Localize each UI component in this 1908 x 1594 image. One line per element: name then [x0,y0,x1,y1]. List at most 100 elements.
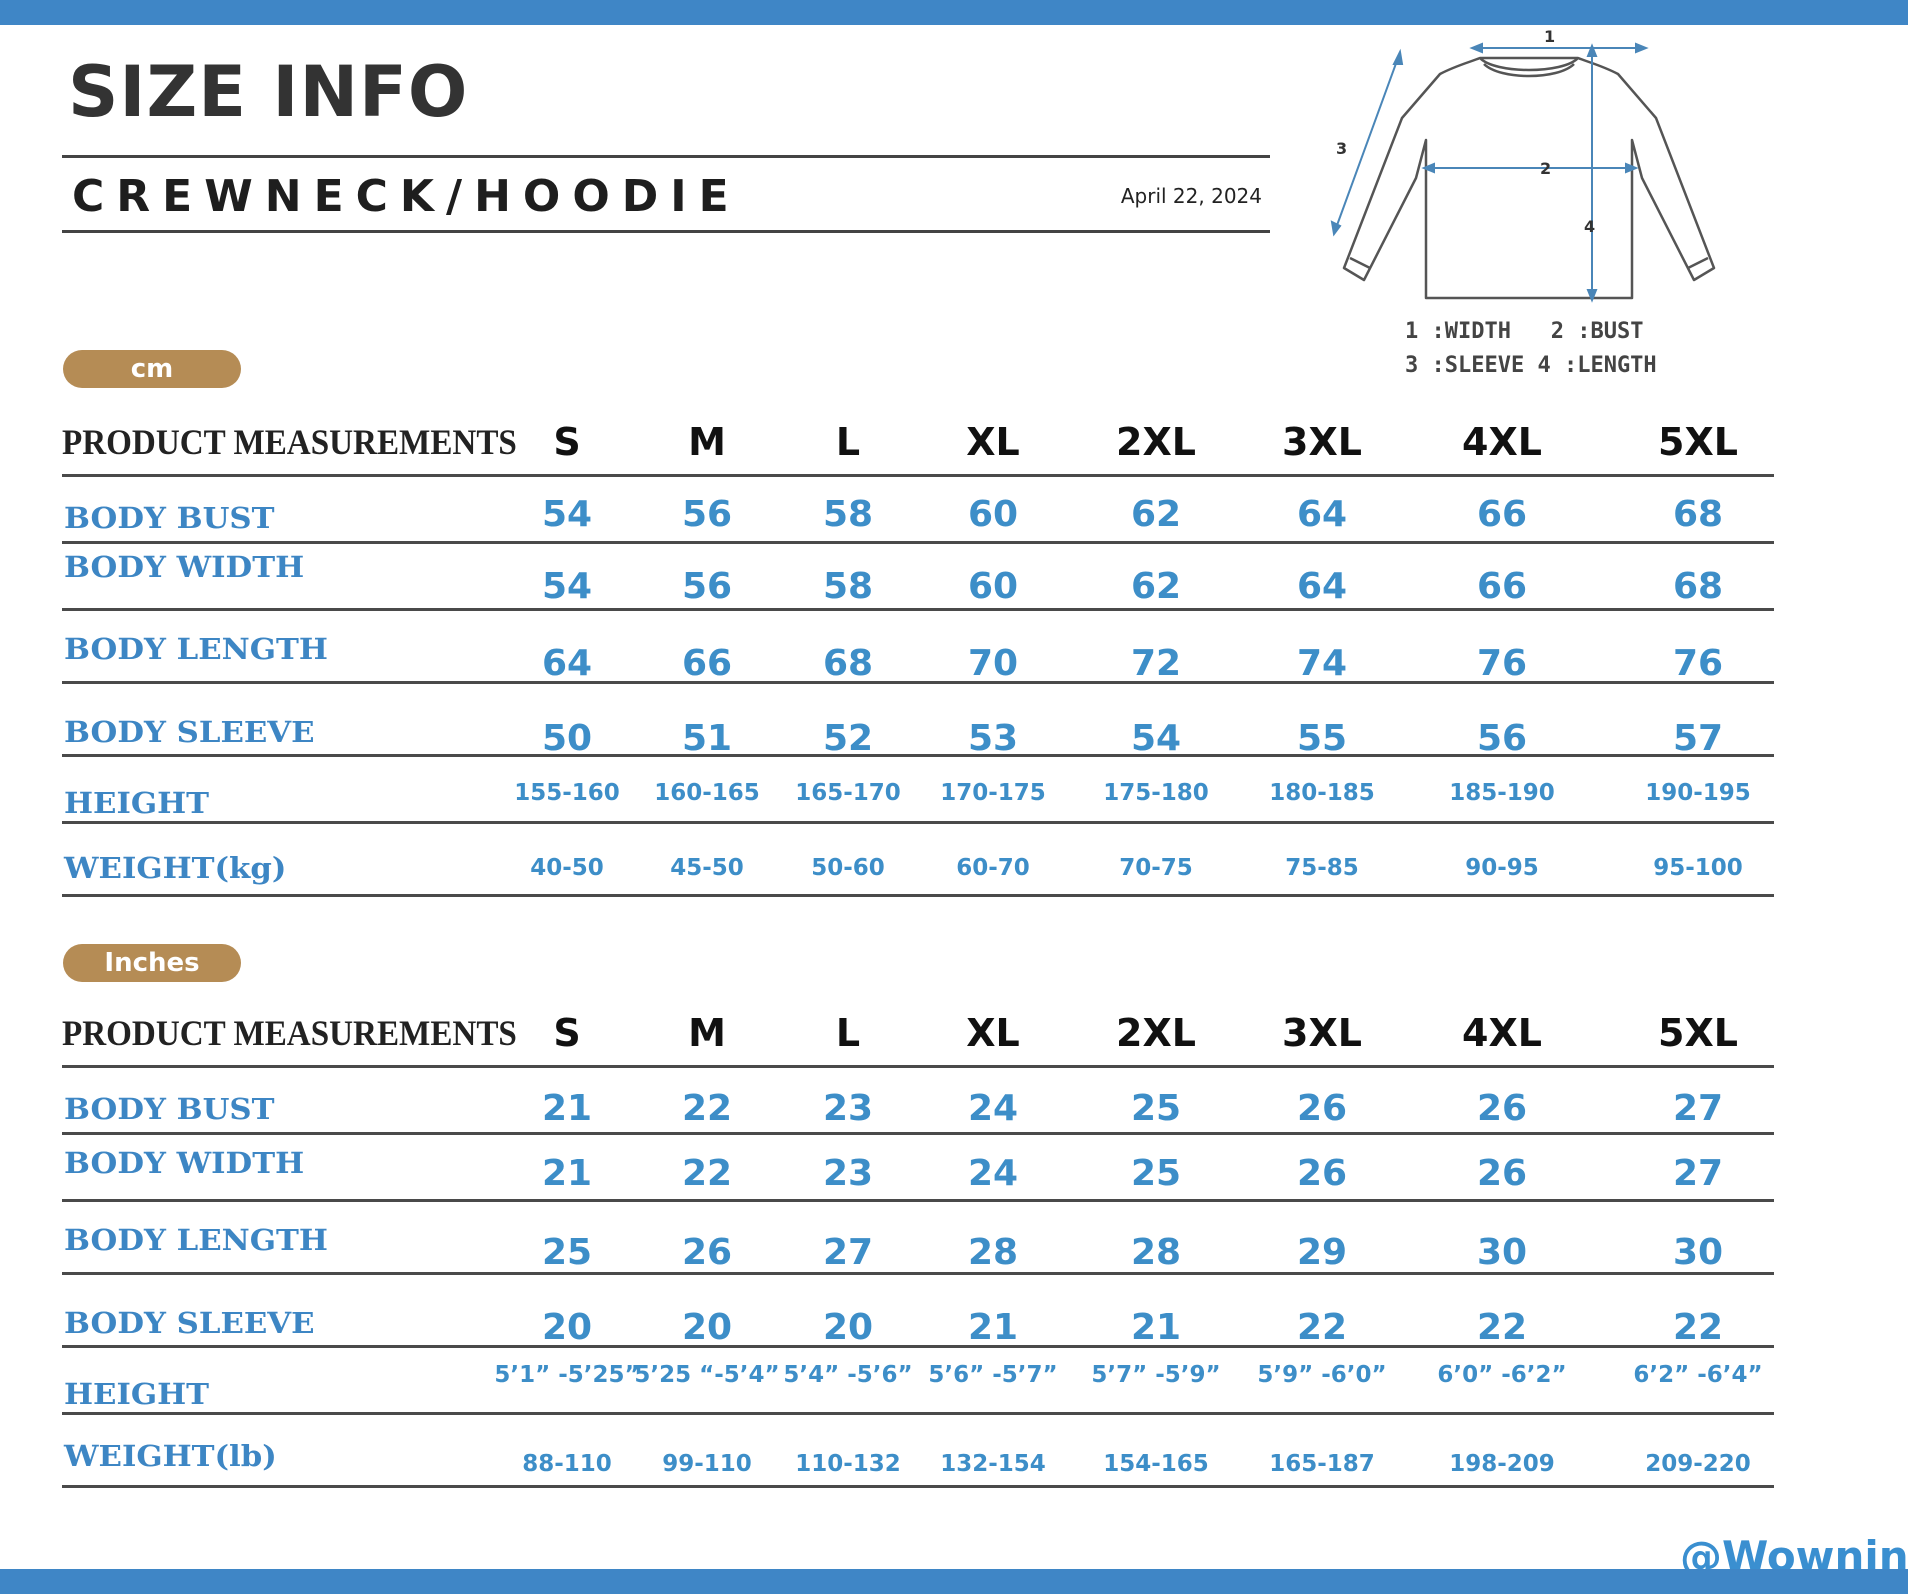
size-header-3xl: 3XL [1282,420,1362,464]
table-cell: 22 [1296,1307,1348,1348]
table-cell: 6’0” -6’2” [1437,1362,1567,1388]
size-header-l: L [835,1011,861,1055]
table-cell: 76 [1476,643,1528,684]
row-label: BODY LENGTH [64,632,328,666]
bottom-accent-bar [0,1569,1908,1594]
table-cell: 70-75 [1119,855,1193,881]
row-label: BODY SLEEVE [64,715,315,749]
size-header-m: M [688,1011,726,1055]
marker-4-label: 4 [1584,217,1595,236]
legend-length: 4 :LENGTH [1537,353,1657,378]
table-cell: 154-165 [1103,1451,1209,1477]
row-label: BODY WIDTH [64,1146,305,1180]
table-cell: 5’7” -5’9” [1091,1362,1221,1388]
table-row: HEIGHT 155-160 160-165 165-170 170-175 175-18… [62,754,1774,821]
table-cell: 56 [1476,718,1528,759]
legend-sleeve: 3 :SLEEVE [1405,353,1525,378]
table-header-row: PRODUCT MEASUREMENTS S M L XL 2XL 3XL 4XL 5XL [62,412,1774,474]
table-cell: 88-110 [522,1451,612,1477]
table-row: BODY WIDTH 54 56 58 60 62 64 66 68 [62,541,1774,608]
table-bottom-rule [62,894,1774,897]
sweater-outline-icon [1342,56,1716,300]
table-cell: 26 [1476,1088,1528,1129]
header-label: PRODUCT MEASUREMENTS [62,422,517,462]
legend-width: 1 :WIDTH [1405,319,1511,344]
table-cell: 75-85 [1285,855,1359,881]
table-cell: 64 [541,643,593,684]
table-row: BODY LENGTH 25 26 27 28 28 29 30 30 [62,1199,1774,1273]
table-cell: 66 [1476,494,1528,535]
table-cell: 6’2” -6’4” [1633,1362,1763,1388]
size-header-4xl: 4XL [1462,420,1542,464]
unit-badge-cm: cm [63,350,241,388]
table-cell: 68 [1672,494,1724,535]
table-cell: 170-175 [940,780,1046,806]
table-cell: 29 [1296,1232,1348,1273]
table-cell: 165-187 [1269,1451,1375,1477]
product-subtitle: CREWNECK/HOODIE [72,171,741,222]
table-cell: 30 [1476,1232,1528,1273]
table-cell: 5’9” -6’0” [1257,1362,1387,1388]
table-cell: 58 [822,566,874,607]
diagram-legend-row-2: 3 :SLEEVE 4 :LENGTH [1405,351,1657,381]
header-label: PRODUCT MEASUREMENTS [62,1013,517,1053]
table-cell: 45-50 [670,855,744,881]
table-cell: 5’6” -5’7” [928,1362,1058,1388]
table-cell: 23 [822,1088,874,1129]
table-row: BODY SLEEVE 50 51 52 53 54 55 56 57 [62,681,1774,759]
table-cell: 160-165 [654,780,760,806]
table-cell: 60 [967,566,1019,607]
table-cell: 76 [1672,643,1724,684]
table-row: BODY LENGTH 64 66 68 70 72 74 76 76 [62,608,1774,684]
table-bottom-rule [62,1485,1774,1488]
title-divider-top [62,155,1270,158]
top-accent-bar [0,0,1908,25]
chart-date: April 22, 2024 [1120,184,1262,208]
table-row: WEIGHT(lb) 88-110 99-110 110-132 132-154 154-… [62,1412,1774,1485]
table-cell: 28 [967,1232,1019,1273]
inches-size-table: PRODUCT MEASUREMENTS S M L XL 2XL 3XL 4XL 5XL BOD… [62,1003,1774,1488]
row-label: BODY BUST [64,1092,275,1126]
size-header-4xl: 4XL [1462,1011,1542,1055]
table-cell: 64 [1296,566,1348,607]
unit-badge-inches: Inches [63,944,241,982]
table-row: BODY BUST 21 22 23 24 25 26 26 27 [62,1065,1774,1132]
table-cell: 22 [1672,1307,1724,1348]
table-row: HEIGHT 5’1” -5’25” 5’25 “-5’4” 5’4” -5’6” 5’… [62,1345,1774,1412]
marker-3-label: 3 [1336,139,1347,158]
size-header-3xl: 3XL [1282,1011,1362,1055]
table-cell: 22 [681,1088,733,1129]
size-header-2xl: 2XL [1116,420,1196,464]
table-cell: 26 [1476,1153,1528,1194]
table-cell: 22 [681,1153,733,1194]
table-cell: 190-195 [1645,780,1751,806]
table-cell: 175-180 [1103,780,1209,806]
diagram-legend-row-1: 1 :WIDTH 2 :BUST [1405,317,1643,347]
table-cell: 185-190 [1449,780,1555,806]
table-cell: 99-110 [662,1451,752,1477]
size-header-2xl: 2XL [1116,1011,1196,1055]
table-cell: 5’4” -5’6” [783,1362,913,1388]
table-cell: 90-95 [1465,855,1539,881]
table-cell: 50 [541,718,593,759]
garment-measurement-diagram: 1 2 3 4 [1330,28,1716,303]
table-cell: 55 [1296,718,1348,759]
table-cell: 25 [1130,1088,1182,1129]
table-row: BODY SLEEVE 20 20 20 21 21 22 22 22 [62,1272,1774,1348]
size-header-s: S [553,420,581,464]
size-header-l: L [835,420,861,464]
table-cell: 72 [1130,643,1182,684]
table-cell: 110-132 [795,1451,901,1477]
row-label: BODY WIDTH [64,550,305,584]
row-label: BODY SLEEVE [64,1306,315,1340]
table-cell: 132-154 [940,1451,1046,1477]
marker-1-label: 1 [1544,28,1555,46]
size-header-xl: XL [966,420,1020,464]
table-cell: 50-60 [811,855,885,881]
table-cell: 64 [1296,494,1348,535]
table-cell: 5’25 “-5’4” [634,1362,780,1388]
table-cell: 180-185 [1269,780,1375,806]
table-cell: 23 [822,1153,874,1194]
table-cell: 70 [967,643,1019,684]
table-cell: 27 [1672,1153,1724,1194]
